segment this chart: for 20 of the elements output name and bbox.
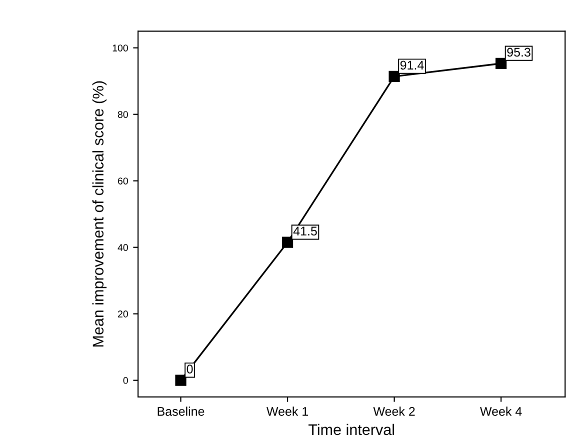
data-label: 91.4 bbox=[400, 60, 424, 70]
y-tick-label: 100 bbox=[112, 44, 128, 52]
y-tick-label: 40 bbox=[118, 244, 128, 251]
y-tick-label: 80 bbox=[118, 111, 128, 118]
y-tick-label: 60 bbox=[118, 178, 128, 184]
data-label: 95.3 bbox=[507, 48, 530, 57]
x-tick-label: Baseline bbox=[158, 406, 204, 416]
x-axis-title: Time interval bbox=[308, 424, 394, 436]
data-label: 0 bbox=[186, 364, 193, 374]
point bbox=[175, 374, 186, 386]
x-tick-label: Week 1 bbox=[266, 406, 308, 416]
x-tick-label: Week 4 bbox=[480, 406, 522, 416]
point bbox=[495, 58, 507, 70]
y-tick-label: 0 bbox=[123, 377, 128, 384]
x-tick-label: Week 2 bbox=[373, 406, 415, 416]
y-tick-label: 20 bbox=[118, 310, 128, 318]
data-label: 41.5 bbox=[293, 226, 317, 236]
point bbox=[388, 70, 400, 82]
point bbox=[282, 236, 294, 248]
y-axis-title: Mean improvement of clinical score (%) bbox=[92, 81, 107, 347]
